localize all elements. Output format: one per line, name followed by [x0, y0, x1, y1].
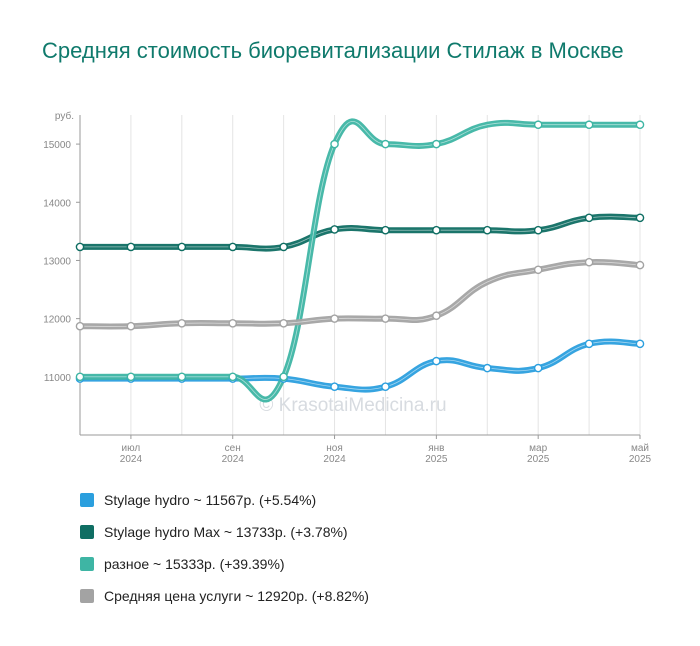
x-tick-year: 2025 [527, 454, 550, 465]
data-point [533, 225, 543, 235]
data-point [330, 382, 339, 392]
marker-layer [75, 120, 645, 392]
price-line-chart: © KrasotaiMedicina.ru руб.11000120001300… [43, 110, 651, 465]
data-point [533, 265, 543, 275]
data-point [330, 225, 339, 234]
legend-label: Stylage hydro Max ~ 13733р. (+3.78%) [104, 524, 348, 540]
legend-swatch [80, 493, 94, 507]
series-line-1 [77, 338, 643, 393]
data-point [279, 318, 288, 328]
data-point [126, 372, 136, 382]
data-point [482, 225, 492, 235]
series-line-2-highlight [79, 216, 641, 249]
data-point [432, 139, 441, 149]
data-point [584, 339, 594, 349]
legend-item: Stylage hydro ~ 11567р. (+5.54%) [80, 484, 369, 516]
data-point [635, 213, 645, 223]
x-tick-label: сен [225, 443, 241, 454]
data-point [228, 372, 238, 382]
data-point [635, 339, 645, 349]
data-point [432, 225, 441, 235]
data-point [228, 318, 238, 328]
data-point [533, 363, 543, 373]
data-point [75, 372, 85, 382]
data-point [177, 242, 187, 252]
data-point [228, 242, 238, 252]
legend-label: Stylage hydro ~ 11567р. (+5.54%) [104, 492, 317, 508]
chart-legend: Stylage hydro ~ 11567р. (+5.54%) Stylage… [80, 484, 369, 612]
legend-swatch [80, 525, 94, 539]
legend-item: Средняя цена услуги ~ 12920р. (+8.82%) [80, 580, 369, 612]
data-point [584, 257, 594, 267]
y-tick-label: 13000 [43, 256, 71, 267]
legend-swatch [80, 589, 94, 603]
data-point [330, 314, 339, 323]
x-tick-year: 2024 [222, 454, 245, 465]
y-tick-label: 12000 [43, 315, 71, 326]
series-line-1-highlight [79, 341, 641, 391]
x-tick-year: 2024 [120, 454, 143, 465]
data-point [635, 260, 645, 270]
data-point [177, 372, 187, 382]
data-point [635, 120, 645, 130]
legend-item: Stylage hydro Max ~ 13733р. (+3.78%) [80, 516, 369, 548]
data-point [279, 372, 288, 382]
series-layer [77, 118, 643, 403]
x-tick-label: мар [529, 443, 547, 454]
data-point [584, 213, 594, 223]
data-point [584, 120, 594, 130]
watermark: © KrasotaiMedicina.ru [259, 395, 446, 416]
x-tick-label: май [631, 443, 649, 454]
x-tick-year: 2025 [425, 454, 448, 465]
data-point [381, 139, 390, 149]
axis-layer: руб.1100012000130001400015000июл2024сен2… [43, 110, 651, 465]
data-point [126, 321, 136, 331]
y-tick-label: 14000 [43, 198, 71, 209]
legend-label: разное ~ 15333р. (+39.39%) [104, 556, 285, 572]
data-point [482, 363, 492, 373]
data-point [381, 225, 390, 235]
data-point [75, 242, 85, 252]
series-line-2 [77, 213, 643, 252]
grid-layer [79, 115, 641, 435]
data-point [432, 311, 441, 321]
legend-item: разное ~ 15333р. (+39.39%) [80, 548, 369, 580]
data-point [381, 382, 390, 392]
data-point [432, 356, 441, 366]
x-tick-label: янв [428, 443, 444, 454]
x-tick-year: 2024 [323, 454, 346, 465]
data-point [126, 242, 136, 252]
legend-swatch [80, 557, 94, 571]
x-tick-label: июл [122, 443, 141, 454]
legend-label: Средняя цена услуги ~ 12920р. (+8.82%) [104, 588, 369, 604]
data-point [330, 139, 339, 149]
y-tick-label: 15000 [43, 140, 71, 151]
y-tick-label: 11000 [44, 373, 72, 384]
data-point [75, 321, 85, 331]
series-line-4 [77, 259, 643, 330]
data-point [177, 318, 187, 328]
y-unit-label: руб. [55, 110, 74, 122]
data-point [279, 242, 288, 252]
data-point [533, 120, 543, 130]
x-tick-label: ноя [326, 443, 343, 454]
data-point [381, 314, 390, 323]
x-tick-year: 2025 [629, 454, 652, 465]
chart-title: Средняя стоимость биоревитализации Стила… [42, 38, 624, 63]
